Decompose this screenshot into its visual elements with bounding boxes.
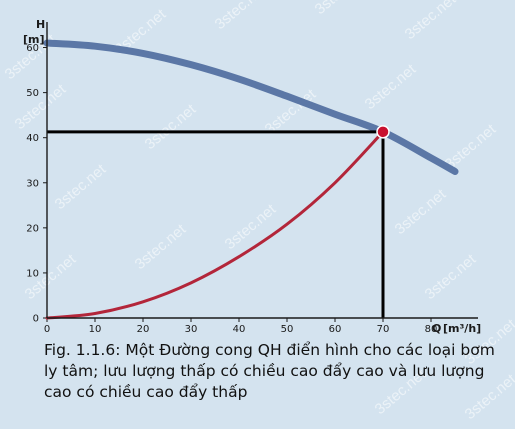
watermark-text: 3stec.net	[422, 250, 480, 303]
operating-point-guides	[47, 130, 385, 318]
operating-point-layer	[376, 125, 390, 139]
x-tick-label: 30	[185, 324, 198, 335]
x-tick-label: 40	[233, 324, 246, 335]
x-tick-label: 60	[329, 324, 342, 335]
curves	[43, 39, 459, 320]
watermark-text: 3stec.net	[222, 200, 280, 253]
watermark-text: 3stec.net	[312, 0, 370, 18]
x-tick-label: 0	[44, 324, 50, 335]
y-tick-label: 30	[26, 178, 39, 189]
watermark-text: 3stec.net	[402, 0, 460, 43]
x-tick-label: 80	[425, 324, 438, 335]
watermark-text: 3stec.net	[392, 185, 450, 238]
x-tick-label: 70	[377, 324, 390, 335]
watermark-text: 3stec.net	[132, 220, 190, 273]
y-tick-label: 10	[26, 268, 39, 279]
x-tick-label: 20	[137, 324, 150, 335]
watermark-text: 3stec.net	[52, 160, 110, 213]
operating-point-marker	[376, 125, 390, 139]
y-tick-label: 0	[33, 314, 39, 325]
pump-curve-line	[43, 39, 459, 175]
system-curve-line	[45, 130, 385, 320]
y-axis-unit: [m]	[23, 33, 45, 46]
watermark-text: 3stec.net	[212, 0, 270, 33]
y-tick-label: 20	[26, 223, 39, 234]
watermark-text: 3stec.net	[362, 60, 420, 113]
x-tick-label: 50	[281, 324, 294, 335]
x-tick-label: 10	[89, 324, 102, 335]
figure-caption: Fig. 1.1.6: Một Đường cong QH điển hình …	[44, 341, 495, 401]
x-ticks: 0 10 20 30 40 50 60 70 80	[44, 318, 438, 335]
y-tick-label: 40	[26, 133, 39, 144]
y-tick-label: 50	[26, 88, 39, 99]
x-axis-label: Q	[432, 322, 441, 335]
y-tick-label: 60	[26, 43, 39, 54]
y-axis-label: H	[36, 18, 45, 31]
watermark-text: 3stec.net	[12, 80, 70, 133]
watermark-text: 3stec.net	[142, 100, 200, 153]
x-axis-unit: [m³/h]	[443, 322, 481, 335]
y-ticks: 0 10 20 30 40 50 60	[26, 43, 47, 325]
